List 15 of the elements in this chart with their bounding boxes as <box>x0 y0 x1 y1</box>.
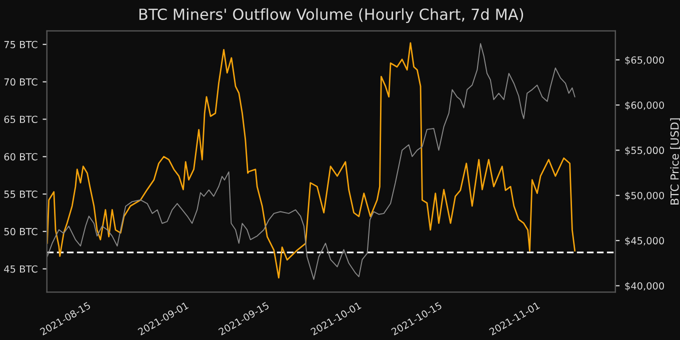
y-tick-label: 60 BTC <box>4 153 38 160</box>
y2-axis-title: BTC Price [USD] <box>670 118 680 204</box>
y-tick-label: 65 BTC <box>4 116 38 124</box>
y2-tick-label: $60,000 <box>625 101 664 110</box>
y2-tick-label: $55,000 <box>625 146 664 156</box>
y2-tick-label: $45,000 <box>625 236 664 246</box>
y2-tick-label: $65,000 <box>625 56 664 65</box>
y-tick-label: 45 BTC <box>4 265 38 273</box>
y2-tick-label: $40,000 <box>625 282 664 291</box>
y-tick-label: 75 BTC <box>4 40 38 48</box>
y-tick-label: 55 BTC <box>4 190 38 198</box>
y2-tick-label: $50,000 <box>625 192 664 201</box>
y-tick-label: 50 BTC <box>4 228 38 236</box>
y-tick-label: 70 BTC <box>4 78 38 86</box>
chart-title: BTC Miners' Outflow Volume (Hourly Chart, 7d MA) <box>139 8 524 24</box>
